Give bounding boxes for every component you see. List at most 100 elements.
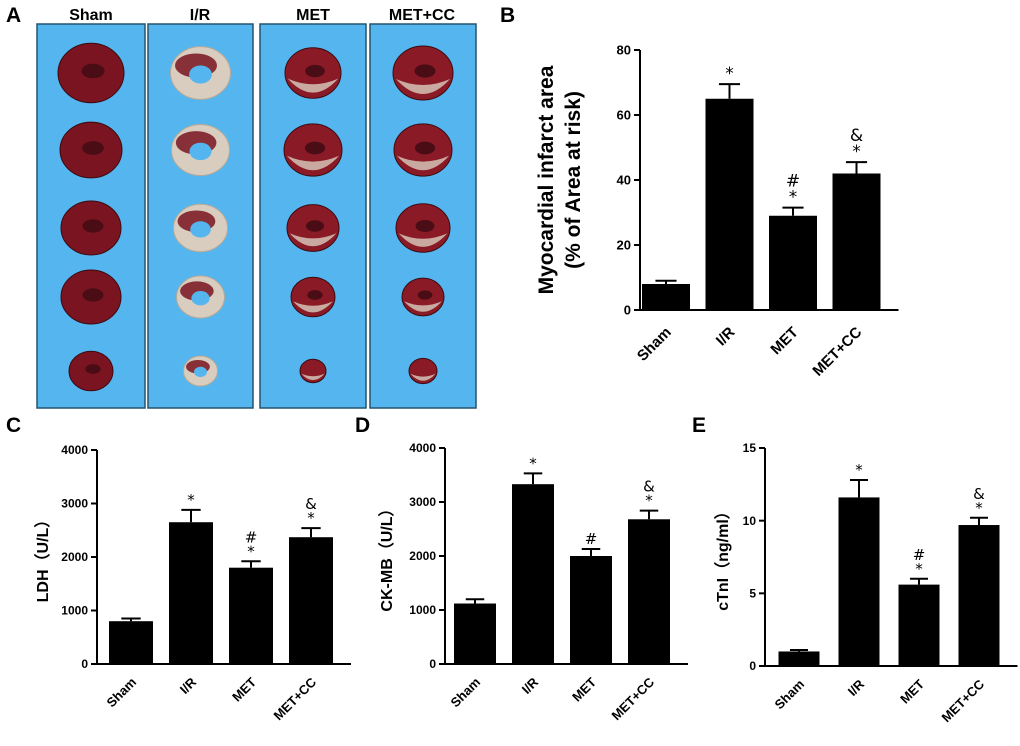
ventricle-lumen [191,291,210,306]
x-tick-label: Sham [771,677,807,713]
significance-star: * [307,509,315,527]
pale-region [396,79,450,94]
pale-region [396,155,450,171]
significance-amp: & [973,485,985,503]
slice-group-label-sham: Sham [69,7,113,24]
significance-star: * [645,492,653,510]
ventricle-lumen [190,221,211,238]
y-tick-label: 60 [617,108,631,123]
slice-group-label-ir: I/R [190,7,211,24]
ventricle-lumen [189,142,212,161]
x-tick-label: I/R [519,674,542,697]
pale-region [398,233,448,247]
infarct-area-chart: 0 20 40 60 80 Myocardial infarct area (% of Ar… [535,43,899,380]
significance-hash: # [585,530,598,548]
y-tick-label: 4000 [61,443,88,457]
y-axis-title: Myocardial infarct area [535,65,558,294]
y-tick-label: 40 [617,173,631,188]
slice-group-label-metcc: MET+CC [389,7,456,24]
ventricle-lumen [304,141,326,155]
panel-e-label: E [692,414,706,437]
bar-sham [454,603,496,664]
y-tick-label: 4000 [409,441,436,455]
y-tick-label: 2000 [409,549,436,563]
panel-a-label: A [6,4,21,27]
x-tick-label: Sham [103,675,139,711]
y-tick-label: 2000 [61,550,88,564]
y-tick-label: 0 [749,659,756,673]
ventricle-lumen [414,141,436,155]
y-axis-title: CK-MB（U/L） [378,500,396,611]
ventricle-lumen [305,64,325,78]
ventricle-lumen [414,64,436,78]
x-tick-label: MET+CC [938,676,987,725]
pale-region [410,373,436,381]
pale-region [286,155,340,171]
significance-star: * [855,461,863,479]
slice-group-label-met: MET [296,7,330,24]
significance-star: * [915,560,923,578]
ventricle-lumen [415,220,435,232]
pale-region [287,78,339,93]
bar-met-cc [958,525,1000,666]
y-tick-label: 10 [743,514,757,528]
ventricle-lumen [82,141,104,155]
ventricle-lumen [81,63,105,79]
y-tick-label: 1000 [61,604,88,618]
y-axis-title: LDH（U/L） [34,512,52,603]
significance-star: * [975,499,983,517]
significance-star: * [725,64,734,84]
bar-met-cc [628,519,670,664]
bar-i-r [705,98,754,310]
pale-region [301,373,325,381]
y-tick-label: 0 [429,657,436,671]
significance-star: * [789,188,798,208]
significance-hash: # [786,172,800,192]
x-tick-label: I/R [845,676,868,699]
bar-i-r [169,522,213,664]
y-tick-label: 15 [743,441,757,455]
pale-region [289,233,337,247]
panel-b-label: B [500,4,515,27]
bar-sham [642,284,690,310]
y-tick-label: 3000 [409,495,436,509]
significance-amp: & [305,495,317,513]
bar-i-r [512,484,554,664]
bar-met [570,556,612,664]
ventricle-lumen [305,220,325,232]
ventricle-lumen [82,288,104,302]
pale-region [404,301,442,312]
significance-star: * [247,542,255,560]
y-axis-title: (% of Area at risk) [562,91,585,269]
x-tick-label: MET [897,676,927,706]
ldh-chart: 01000200030004000LDH（U/L）Sham*I/R*#MET*&… [34,443,351,723]
bar-met [769,215,817,310]
ventricle-lumen [194,366,207,377]
x-tick-label: MET [767,324,801,358]
x-tick-label: MET+CC [809,324,865,380]
y-tick-label: 80 [617,43,631,58]
x-tick-label: MET+CC [270,674,319,723]
bar-met [229,567,273,664]
y-tick-label: 0 [81,657,88,671]
x-tick-label: MET [569,674,599,704]
x-tick-label: I/R [713,324,739,350]
bar-sham [778,651,820,666]
panel-d-label: D [355,414,370,437]
bar-met [898,584,940,666]
bar-met-cc [832,173,881,310]
bar-met-cc [289,537,333,664]
significance-hash: # [913,546,926,564]
panel-c-label: C [6,414,21,437]
x-tick-label: MET [229,674,259,704]
ventricle-lumen [85,364,101,374]
significance-star: * [852,142,861,162]
heart-slices-panel: Sham I/R MET MET+CC [36,7,477,409]
y-tick-label: 1000 [409,603,436,617]
x-tick-label: Sham [634,324,675,365]
x-tick-label: I/R [177,674,200,697]
ckmb-chart: 0 1000 2000 3000 4000 CK-MB（U/L） Sham * I/R # MET *… [378,441,688,723]
x-tick-label: Sham [447,675,483,711]
